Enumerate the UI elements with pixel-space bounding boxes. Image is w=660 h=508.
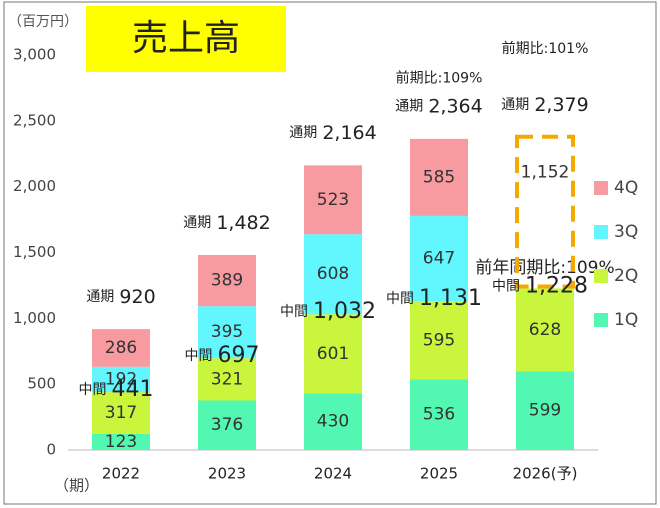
bar-segment [410,138,468,216]
half-prefix: 中間 [78,382,106,398]
segment-label: 192 [105,369,137,389]
legend-label: 3Q [614,222,638,242]
x-tick-label: 2023 [208,465,246,483]
legend-label: 2Q [614,266,638,286]
legend-swatch [594,181,608,195]
half-value: 1,131 [419,286,482,311]
segment-label: 608 [317,264,349,284]
y-tick-label: 2,000 [13,177,56,195]
half-prefix: 中間 [184,348,212,364]
legend-label: 4Q [614,178,638,198]
segment-label: 523 [317,190,349,210]
half-label: 中間 1,131 [386,286,482,311]
total-prefix: 通期 [501,97,529,113]
half-label: 中間 441 [78,377,153,402]
bar-segment [304,314,362,394]
total-value: 2,364 [428,95,482,117]
bar-segment [92,366,150,393]
half-label: 中間 1,032 [280,299,376,324]
segment-label: 647 [423,248,455,268]
x-unit: （期） [54,477,99,495]
forecast-box [515,134,575,289]
x-tick-label: 2024 [314,465,352,483]
x-tick-label: 2022 [102,465,140,483]
yoy-label: 前期比:109% [396,70,483,87]
total-value: 2,379 [534,93,588,115]
segment-label: 286 [105,338,137,358]
legend-swatch [594,313,608,327]
y-tick-label: 3,000 [13,46,56,64]
bar-segment [516,288,574,372]
total-label: 通期 2,364 [395,95,483,117]
total-prefix: 通期 [289,125,317,141]
half-label: 中間 697 [184,343,259,368]
y-tick-label: 0 [46,441,56,459]
half-prefix: 中間 [492,278,520,294]
total-prefix: 通期 [86,289,114,305]
segment-label: 599 [529,401,561,421]
bar-segment [198,255,256,307]
half-label: 中間 1,228 [492,273,588,298]
segment-label: 585 [423,167,455,187]
x-tick-label: 2025 [420,465,458,483]
total-value: 920 [119,285,155,307]
bar-segment [410,379,468,450]
segment-label: 536 [423,405,455,425]
total-value: 1,482 [216,211,270,233]
segment-label: 321 [211,369,243,389]
segment-label: 389 [211,271,243,291]
bar-segment [198,358,256,401]
total-label: 通期 2,164 [289,122,377,144]
bar-segment [410,301,468,380]
segment-label: 595 [423,330,455,350]
half-yoy: 前年同期比:109% [475,258,614,278]
total-label: 通期 2,379 [501,93,589,115]
half-value: 697 [218,343,260,368]
yoy-label: 前期比:101% [502,40,589,57]
bar-segment [198,400,256,450]
y-tick-label: 500 [27,375,56,393]
bar-segment [92,392,150,434]
title-box [86,6,286,72]
bar-segment [410,215,468,302]
forecast-label: 1,152 [521,163,570,183]
total-prefix: 通期 [395,99,423,115]
y-tick-label: 2,500 [13,111,56,129]
bar-segment [304,393,362,450]
half-prefix: 中間 [280,304,308,320]
y-unit: （百万円） [8,14,78,30]
segment-label: 601 [317,344,349,364]
half-prefix: 中間 [386,291,414,307]
x-tick-label: 2026(予) [513,465,578,483]
half-value: 1,032 [313,299,376,324]
segment-label: 430 [317,412,349,432]
half-value: 1,228 [525,273,588,298]
bar-segment [304,234,362,315]
half-value: 441 [112,377,154,402]
segment-label: 395 [211,322,243,342]
bar-segment [198,306,256,359]
legend-swatch [594,225,608,239]
segment-label: 376 [211,415,243,435]
bar-segment [516,371,574,450]
total-label: 通期 1,482 [183,211,271,233]
total-prefix: 通期 [183,215,211,231]
y-tick-label: 1,000 [13,309,56,327]
segment-label: 123 [105,432,137,452]
legend-label: 1Q [614,310,638,330]
bar-segment [92,329,150,367]
total-value: 2,164 [322,122,376,144]
legend-swatch [594,269,608,283]
total-label: 通期 920 [86,285,155,307]
chart-title: 売上高 [132,18,240,59]
y-tick-label: 1,500 [13,243,56,261]
bar-segment [92,433,150,450]
segment-label: 317 [105,403,137,423]
bar-segment [304,165,362,235]
segment-label: 628 [529,320,561,340]
